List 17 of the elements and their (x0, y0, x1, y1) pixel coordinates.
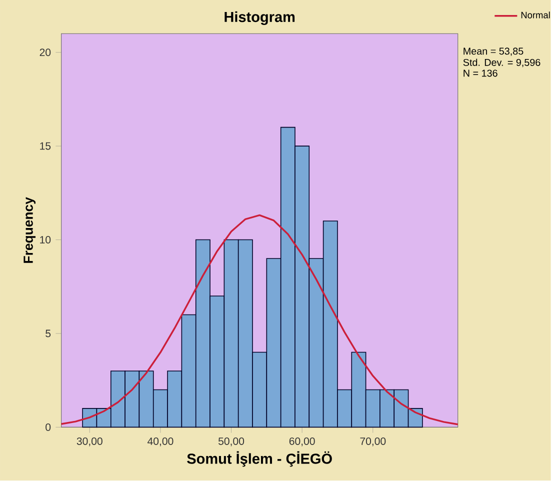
x-tick-label: 70,00 (360, 438, 386, 446)
x-tick-label: 50,00 (218, 438, 244, 446)
y-tick-label: 5 (46, 330, 51, 338)
y-tick-label: 10 (40, 236, 51, 244)
y-tick-label: 0 (46, 424, 51, 432)
x-tick-label: 30,00 (76, 438, 102, 446)
text: Std. Dev. = 9,596 (463, 58, 540, 68)
chart-title: Histogram (224, 12, 295, 26)
text: N = 136 (464, 70, 498, 77)
y-tick-label: 20 (40, 48, 51, 56)
x-axis-title: Somut İşlem - ÇİEGÖ (187, 452, 332, 467)
x-tick-label: 60,00 (289, 438, 315, 446)
x-tick-label: 40,00 (148, 438, 174, 446)
y-tick-label: 15 (40, 142, 51, 150)
y-axis-title: Frequency (24, 197, 36, 264)
legend-label: Normal (521, 12, 550, 19)
text: Mean = 53,85 (464, 48, 524, 56)
